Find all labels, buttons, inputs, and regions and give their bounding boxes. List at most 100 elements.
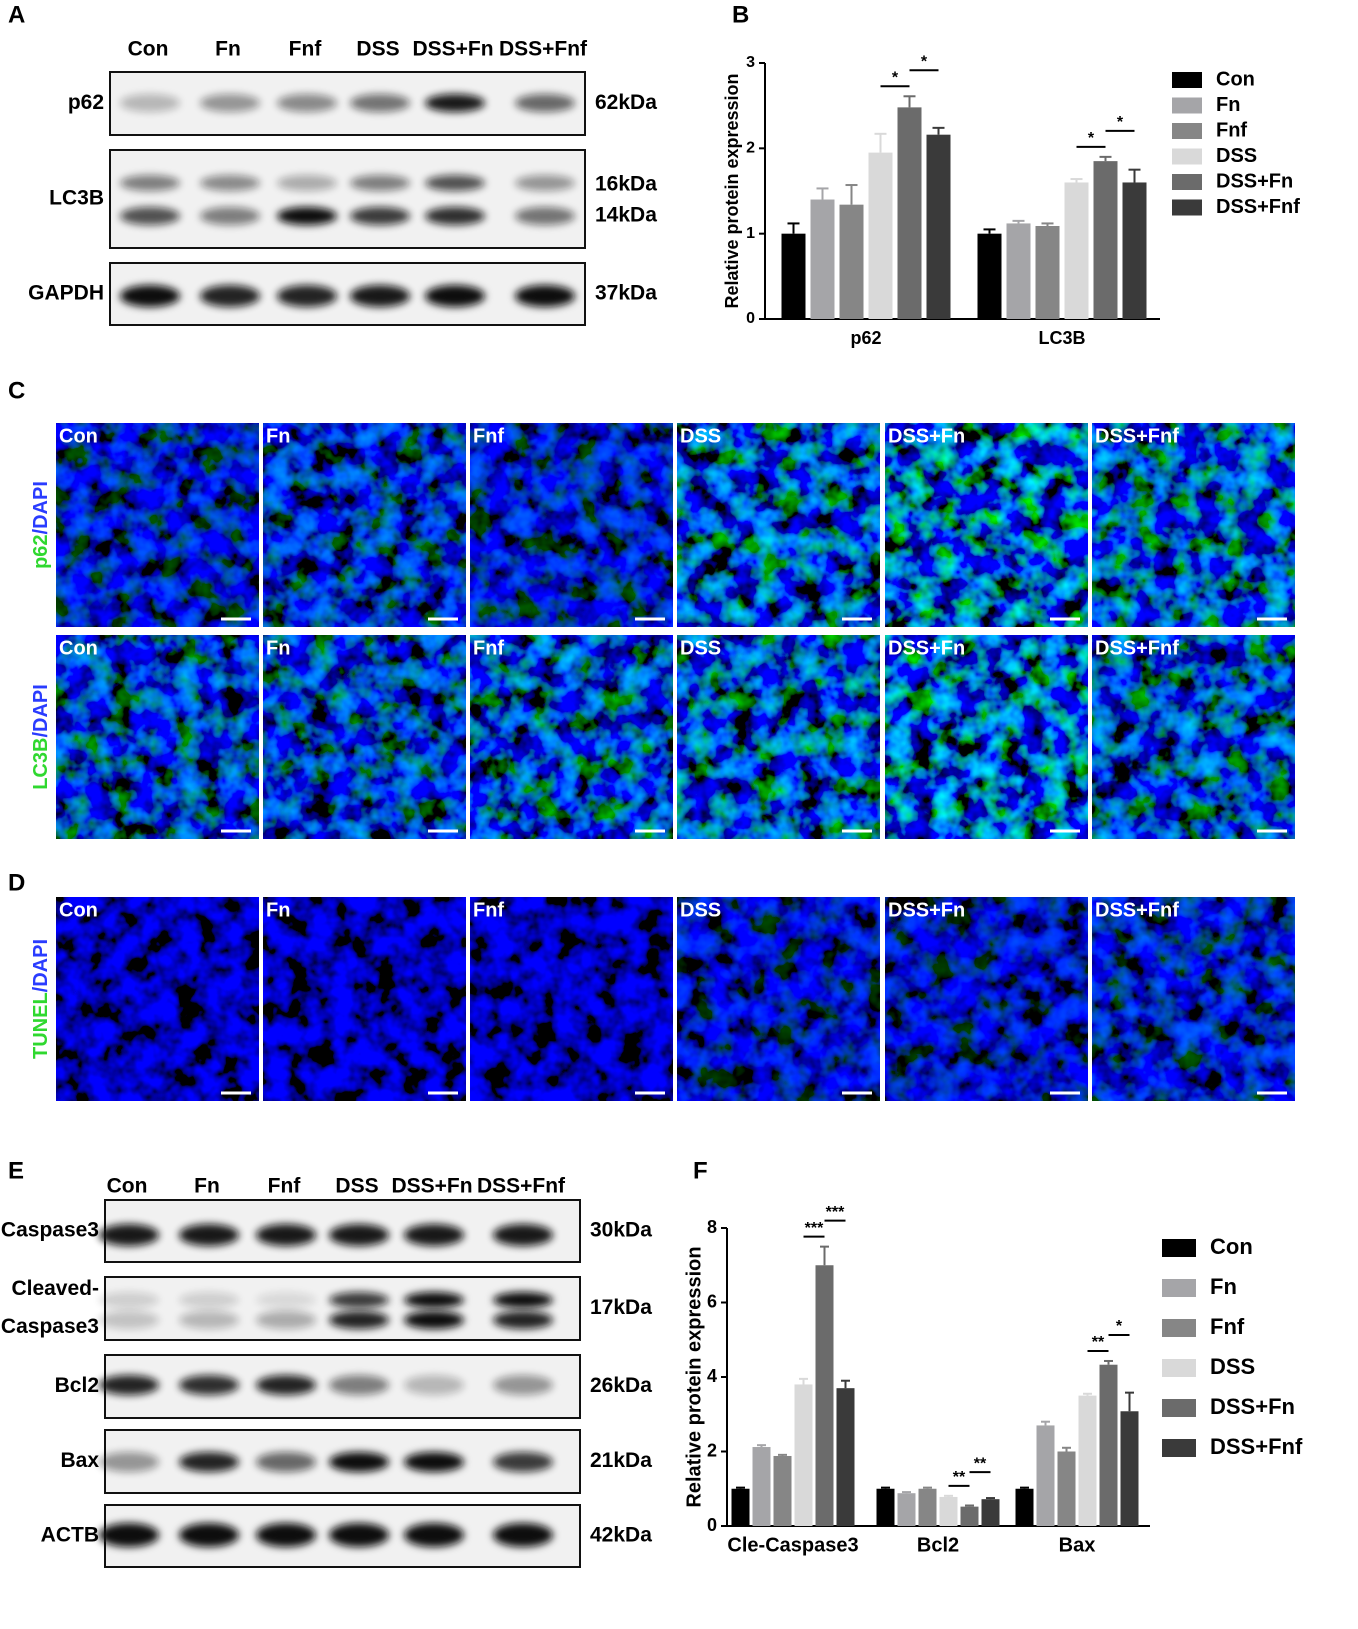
image-label: Fn [266,637,290,659]
micrograph [263,897,466,1101]
blot-band [425,285,485,307]
blot-band [179,1375,239,1395]
image-label: Fn [266,899,290,921]
blot-band [256,1292,316,1308]
lane-label: DSS+Fnf [499,38,588,61]
lane-label: DSS+Fnf [477,1175,566,1198]
micrograph [263,423,466,627]
image-label: DSS+Fn [888,899,965,921]
blot-band [99,1452,159,1472]
blot-band [179,1292,239,1308]
legend-label: DSS+Fn [1210,1394,1295,1419]
bar [839,204,864,319]
blot-band [256,1523,316,1547]
micrograph [470,423,673,627]
micrograph [56,423,259,627]
legend-swatch [1162,1279,1196,1297]
bar [1057,1451,1076,1526]
image-label: DSS+Fnf [1095,425,1179,447]
significance-label: * [1117,114,1124,131]
blot-band [350,175,410,191]
y-axis-label: Relative protein expression [683,1246,705,1507]
micrograph [885,897,1088,1101]
blot-band [256,1224,316,1246]
legend-swatch [1172,199,1202,216]
micrograph [56,635,259,839]
panel-letter: E [8,1157,24,1184]
blot-band [404,1311,464,1329]
image-label: Con [59,425,98,447]
blot-band [256,1375,316,1395]
lane-label: DSS+Fn [412,38,493,61]
blot-box [109,71,586,136]
image-label: Fn [266,425,290,447]
bar [1006,223,1031,319]
stain-part: LC3B [30,738,52,790]
bar [773,1455,792,1526]
bar [1035,225,1060,319]
bar [918,1488,937,1526]
kda-label: 16kDa [595,173,657,196]
bar [781,233,806,319]
lane-label: Fn [194,1175,220,1198]
blot-band [99,1311,159,1329]
protein-label: Bcl2 [55,1374,99,1397]
lane-label: Con [128,38,169,61]
panel-letter: B [732,1,749,28]
legend-label: DSS+Fnf [1210,1434,1303,1459]
micrograph [1092,897,1295,1101]
legend-swatch [1162,1399,1196,1417]
image-label: Fnf [473,425,504,447]
significance-label: * [921,53,928,70]
x-tick-label: LC3B [1038,328,1085,348]
lane-label: Fnf [289,38,323,61]
micrograph [677,635,880,839]
protein-label: ACTB [41,1524,99,1547]
blot-band [425,207,485,225]
bar [868,152,893,319]
micrograph [263,635,466,839]
significance-label: * [1088,130,1095,147]
kda-label: 37kDa [595,282,657,305]
y-tick-label: 1 [746,225,755,242]
protein-label: LC3B [49,187,104,210]
bar [1078,1395,1097,1526]
protein-label: Caspase3 [1,1315,99,1338]
legend-swatch [1172,97,1202,114]
significance-label: *** [805,1220,824,1237]
x-tick-label: Cle-Caspase3 [727,1534,858,1556]
image-label: Fnf [473,899,504,921]
bar [815,1265,834,1526]
significance-label: ** [974,1455,987,1472]
blot-band [425,175,485,191]
kda-label: 30kDa [590,1219,652,1242]
micrograph [677,423,880,627]
blot-band [329,1452,389,1472]
micrograph [885,423,1088,627]
legend-label: Fnf [1210,1314,1245,1339]
blot-band [493,1523,553,1547]
panel-letter: F [693,1157,708,1184]
panel-letter: D [8,869,25,896]
image-label: DSS+Fn [888,637,965,659]
legend-swatch [1172,148,1202,165]
blot-band [277,175,337,191]
blot-band [493,1292,553,1308]
protein-label: Bax [60,1449,99,1472]
panel-letter: A [8,1,25,28]
image-label: Con [59,899,98,921]
significance-label: ** [953,1469,966,1486]
lane-label: DSS [335,1175,378,1198]
lane-label: Fnf [268,1175,302,1198]
blot-box [109,262,586,326]
blot-band [493,1375,553,1395]
x-tick-label: p62 [850,328,881,348]
blot-band [350,94,410,112]
lane-label: Fn [215,38,241,61]
blot-box [104,1276,581,1341]
y-tick-label: 4 [707,1366,717,1386]
significance-label: ** [1092,1334,1105,1351]
legend-swatch [1172,174,1202,190]
